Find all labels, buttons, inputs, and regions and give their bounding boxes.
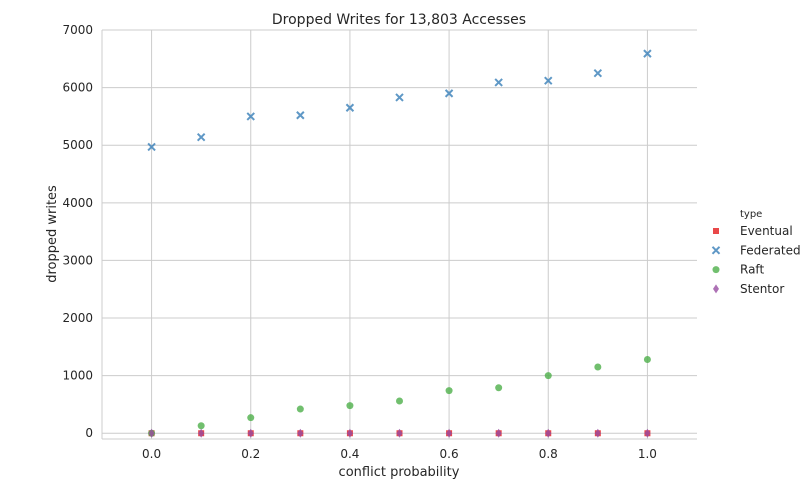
series-federated bbox=[147, 49, 652, 152]
raft-point bbox=[346, 402, 354, 410]
stentor-point bbox=[396, 428, 403, 438]
legend-eventual-label: Eventual bbox=[740, 224, 793, 238]
stentor-point bbox=[446, 428, 453, 438]
raft-point bbox=[396, 397, 403, 405]
raft-point bbox=[643, 356, 651, 364]
federated-point bbox=[395, 93, 404, 102]
y-tick-label: 7000 bbox=[62, 23, 93, 37]
stentor-point bbox=[644, 428, 651, 438]
y-tick-label: 4000 bbox=[62, 196, 93, 210]
stentor-point bbox=[297, 428, 304, 438]
x-axis-label: conflict probability bbox=[339, 465, 460, 480]
y-tick-label: 3000 bbox=[62, 253, 93, 267]
stentor-point bbox=[148, 428, 155, 438]
y-tick-labels: 0 1000 2000 3000 4000 5000 6000 7000 bbox=[62, 23, 93, 440]
legend-raft-marker bbox=[712, 266, 720, 274]
federated-point bbox=[544, 76, 553, 85]
x-tick-label: 0.2 bbox=[241, 447, 260, 461]
federated-point bbox=[643, 49, 652, 58]
federated-point bbox=[246, 112, 255, 121]
legend-federated-label: Federated bbox=[740, 243, 801, 257]
y-tick-label: 5000 bbox=[62, 138, 93, 152]
federated-point bbox=[444, 89, 454, 98]
series-stentor bbox=[148, 428, 651, 438]
raft-point bbox=[445, 387, 453, 395]
federated-point bbox=[196, 132, 206, 142]
legend-stentor-label: Stentor bbox=[740, 282, 784, 296]
raft-point bbox=[544, 372, 552, 380]
federated-point bbox=[296, 111, 305, 120]
raft-point bbox=[495, 384, 503, 392]
x-tick-label: 1.0 bbox=[638, 447, 657, 461]
x-tick-label: 0.0 bbox=[142, 447, 161, 461]
stentor-point bbox=[198, 428, 205, 438]
stentor-point bbox=[594, 428, 601, 438]
legend-stentor-marker bbox=[713, 284, 719, 294]
stentor-point bbox=[545, 428, 552, 438]
federated-point bbox=[494, 78, 503, 87]
stentor-point bbox=[346, 428, 353, 438]
x-tick-label: 0.6 bbox=[440, 447, 459, 461]
y-tick-label: 2000 bbox=[62, 311, 93, 325]
raft-point bbox=[247, 414, 255, 422]
x-tick-labels: 0.0 0.2 0.4 0.6 0.8 1.0 bbox=[142, 447, 657, 461]
legend: type Eventual Federated Raft Stentor bbox=[711, 209, 801, 296]
y-axis-label: dropped writes bbox=[45, 185, 60, 283]
raft-point bbox=[296, 405, 304, 413]
stentor-point bbox=[495, 428, 502, 438]
federated-point bbox=[593, 68, 603, 78]
stentor-point bbox=[247, 428, 254, 438]
federated-point bbox=[345, 103, 355, 112]
raft-point bbox=[594, 363, 602, 371]
x-tick-label: 0.4 bbox=[340, 447, 359, 461]
x-tick-label: 0.8 bbox=[539, 447, 558, 461]
y-tick-label: 6000 bbox=[62, 81, 93, 95]
federated-point bbox=[147, 142, 156, 152]
legend-federated-marker bbox=[711, 246, 721, 255]
legend-title: type bbox=[740, 209, 762, 220]
data-points bbox=[147, 49, 652, 438]
raft-point bbox=[197, 422, 205, 430]
legend-raft-label: Raft bbox=[740, 263, 764, 277]
series-raft bbox=[148, 356, 651, 437]
y-tick-label: 0 bbox=[85, 426, 93, 440]
y-tick-label: 1000 bbox=[62, 369, 93, 383]
chart-title: Dropped Writes for 13,803 Accesses bbox=[272, 12, 526, 28]
y-gridlines bbox=[102, 29, 697, 434]
legend-eventual-marker bbox=[713, 228, 719, 234]
x-gridlines bbox=[151, 30, 648, 439]
